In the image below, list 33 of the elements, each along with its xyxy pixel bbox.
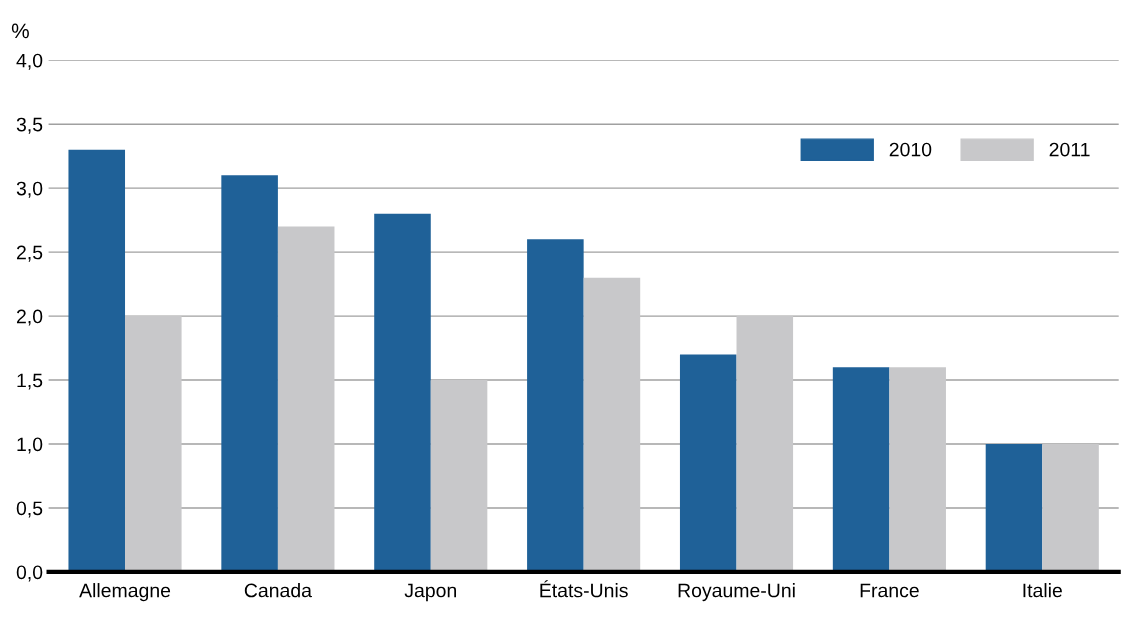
x-tick-label: France [860, 583, 919, 598]
bar [374, 213, 431, 572]
bar [430, 380, 488, 572]
bar [889, 367, 946, 572]
legend-label: 2010 [889, 142, 932, 157]
bar [125, 316, 182, 572]
bar [1042, 444, 1099, 572]
x-tick-label: Allemagne [79, 583, 171, 602]
x-tick-label: Italie [1023, 583, 1062, 598]
bar [736, 316, 794, 572]
bar [277, 226, 335, 572]
bar [832, 367, 890, 572]
bar [583, 277, 641, 572]
y-tick-label: 4,0 [16, 53, 43, 70]
y-tick-label: 2,0 [16, 309, 43, 326]
legend-label: 2011 [1049, 142, 1090, 157]
bar [221, 175, 278, 572]
y-tick-label: 3,0 [16, 181, 43, 198]
x-tick-label: Canada [244, 583, 312, 598]
y-tick-label: 1,0 [17, 437, 43, 454]
x-tick-label: États-Unis [540, 580, 628, 598]
y-tick-label: 0,0 [16, 565, 43, 582]
y-tick-label: 2,5 [16, 245, 43, 262]
bar [985, 444, 1043, 572]
bar [679, 354, 737, 572]
x-tick-label: Japon [404, 583, 456, 602]
x-tick-label: Royaume-Uni [678, 583, 795, 602]
y-axis-title: % [11, 23, 29, 39]
y-tick-label: 1,5 [17, 373, 43, 390]
y-tick-label: 0,5 [16, 501, 43, 518]
bar [527, 239, 584, 572]
y-tick-label: 3,5 [16, 117, 43, 134]
bar [68, 149, 126, 572]
